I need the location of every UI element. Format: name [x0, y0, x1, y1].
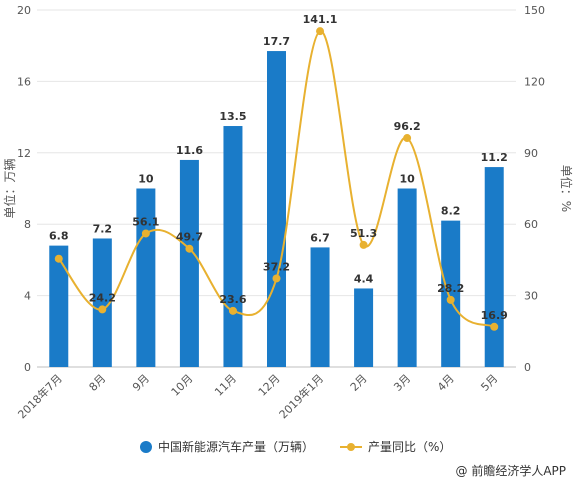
x-tick-label: 8月 [87, 372, 109, 394]
line-point [272, 274, 281, 283]
line-point [490, 322, 499, 331]
y-tick-label: 12 [17, 147, 31, 160]
y2-tick-label: 150 [524, 4, 545, 17]
y-tick-label: 20 [17, 4, 31, 17]
line-point [359, 240, 368, 249]
bar [92, 238, 112, 367]
bar-data-label: 6.7 [310, 231, 330, 244]
y2-tick-label: 90 [524, 147, 538, 160]
line-data-label: 16.9 [481, 309, 508, 322]
legend-bar-swatch [140, 440, 152, 453]
chart-area: 0 4 8 12 16 20 0 30 60 90 120 150 单位：万辆 单位：% 6.8 7.2 10 1… [2, 4, 574, 421]
x-tick-label: 4月 [435, 372, 457, 394]
line-data-label: 96.2 [394, 120, 421, 133]
y2-tick-label: 60 [524, 218, 538, 231]
x-tick-label: 2月 [348, 372, 370, 394]
line-data-label: 37.2 [263, 260, 290, 273]
y-tick-label: 4 [24, 290, 31, 303]
legend: 中国新能源汽车产量（万辆） 产量同比（%） [140, 438, 451, 455]
legend-line-label: 产量同比（%） [368, 440, 452, 454]
bar [49, 245, 69, 367]
bar-data-label: 17.7 [263, 35, 290, 48]
x-tick-label: 2019年1月 [276, 371, 326, 421]
bar-data-label: 10 [399, 173, 415, 186]
x-tick-label: 11月 [212, 372, 239, 399]
x-tick-label: 5月 [478, 372, 500, 394]
bar [441, 220, 461, 367]
line-point [228, 306, 237, 315]
bar-data-label: 4.4 [354, 272, 374, 285]
y-tick-label: 16 [17, 75, 31, 88]
legend-bar-label: 中国新能源汽车产量（万辆） [158, 440, 315, 454]
line-data-label: 24.2 [89, 291, 116, 304]
y-tick-label: 8 [24, 218, 31, 231]
bar-data-label: 10 [138, 173, 154, 186]
line-point [403, 134, 412, 143]
line-data-label: 23.6 [219, 293, 246, 306]
line-point [141, 229, 150, 238]
bar [484, 167, 504, 367]
x-tick-label: 10月 [169, 372, 196, 399]
line-data-label: 141.1 [303, 13, 338, 26]
y2-tick-label: 0 [524, 361, 531, 374]
line-data-label: 56.1 [132, 215, 159, 228]
y2-tick-label: 120 [524, 75, 545, 88]
bar [179, 159, 199, 367]
bar [354, 288, 374, 367]
line-data-label: 51.3 [350, 227, 377, 240]
y-axis-title: 单位：万辆 [2, 158, 17, 218]
x-tick-label: 12月 [256, 372, 283, 399]
legend-item-bar[interactable]: 中国新能源汽车产量（万辆） [140, 438, 314, 455]
line-point [316, 27, 325, 36]
bar-data-label: 11.6 [176, 144, 203, 157]
line-data-label: 28.2 [437, 282, 464, 295]
line-point [185, 244, 194, 253]
x-tick-label: 9月 [130, 372, 152, 394]
bar-data-label: 6.8 [49, 230, 69, 243]
bar [223, 126, 243, 368]
line-point [98, 305, 107, 314]
bar [267, 51, 286, 368]
legend-item-line[interactable]: 产量同比（%） [340, 438, 451, 455]
x-tick-label: 2018年7月 [15, 371, 65, 421]
y2-axis-title: 单位：% [559, 165, 574, 212]
line-point [54, 254, 63, 263]
x-tick-label: 3月 [391, 372, 413, 394]
bar-data-label: 8.2 [441, 205, 461, 218]
bar [136, 188, 156, 367]
legend-line-swatch [340, 441, 363, 453]
bar-data-label: 11.2 [481, 151, 508, 164]
y-tick-label: 0 [24, 361, 31, 374]
line-point [446, 295, 455, 304]
bar [397, 188, 417, 367]
bar-data-label: 7.2 [93, 222, 113, 235]
bar-data-label: 13.5 [219, 110, 246, 123]
y2-tick-label: 30 [524, 290, 538, 303]
line-data-label: 49.7 [176, 231, 203, 244]
bar [310, 247, 330, 367]
source-credit: @ 前瞻经济学人APP [455, 464, 567, 478]
